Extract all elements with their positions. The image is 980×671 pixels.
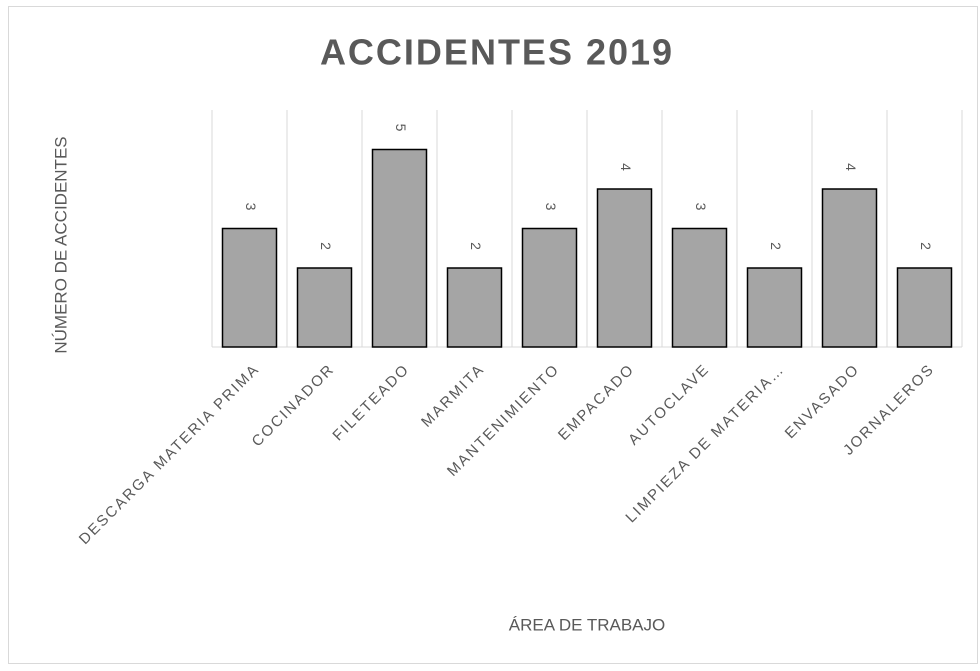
data-label: 2 bbox=[918, 242, 934, 250]
bar bbox=[446, 267, 503, 348]
data-label: 3 bbox=[693, 203, 709, 211]
bar bbox=[746, 267, 803, 348]
bar bbox=[596, 188, 653, 348]
data-label: 5 bbox=[393, 124, 409, 132]
data-label: 2 bbox=[768, 242, 784, 250]
bar bbox=[371, 148, 428, 348]
x-axis-label: ÁREA DE TRABAJO bbox=[509, 615, 666, 634]
bar bbox=[521, 227, 578, 348]
bar bbox=[821, 188, 878, 348]
bar bbox=[296, 267, 353, 348]
data-label: 4 bbox=[843, 163, 859, 171]
data-label: 2 bbox=[468, 242, 484, 250]
chart-title: ACCIDENTES 2019 bbox=[320, 32, 674, 73]
data-label: 2 bbox=[318, 242, 334, 250]
data-label: 4 bbox=[618, 163, 634, 171]
data-label: 3 bbox=[543, 203, 559, 211]
bar bbox=[671, 227, 728, 348]
data-label: 3 bbox=[243, 203, 259, 211]
bar bbox=[896, 267, 953, 348]
y-axis-label: NÚMERO DE ACCIDENTES bbox=[51, 136, 70, 353]
bar bbox=[221, 227, 278, 348]
